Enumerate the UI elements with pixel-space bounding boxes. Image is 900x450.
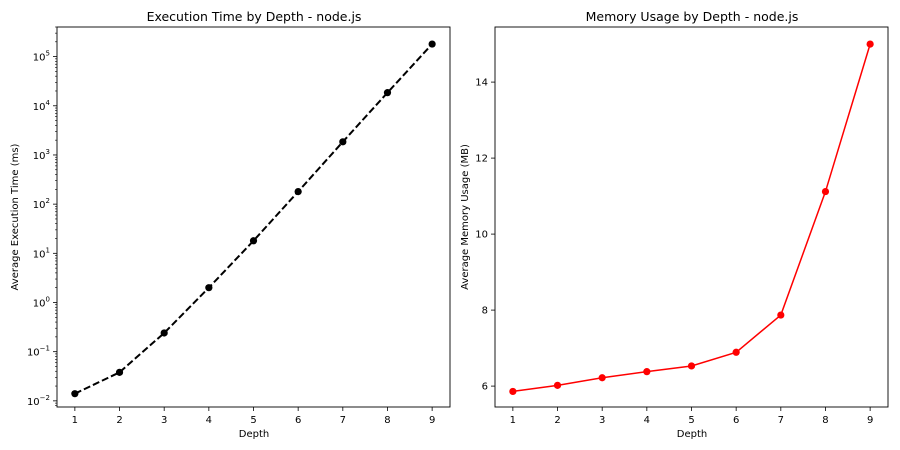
data-point bbox=[598, 374, 606, 382]
x-tick-label: 2 bbox=[116, 415, 122, 426]
y-tick-label: 105 bbox=[33, 50, 50, 64]
y-tick-label: 12 bbox=[475, 154, 488, 165]
data-point bbox=[115, 368, 124, 376]
data-point bbox=[205, 284, 213, 292]
data-point bbox=[732, 348, 740, 356]
plot-frame bbox=[56, 26, 451, 408]
x-tick-label: 7 bbox=[778, 415, 784, 426]
chart-title: Memory Usage by Depth - node.js bbox=[586, 9, 799, 24]
x-tick-label: 4 bbox=[206, 415, 212, 426]
execution-time-chart: Execution Time by Depth - node.js Depth … bbox=[10, 9, 451, 440]
data-point bbox=[383, 89, 392, 97]
x-tick-label: 6 bbox=[733, 415, 739, 426]
x-tick-label: 4 bbox=[644, 415, 650, 426]
x-tick-label: 3 bbox=[161, 415, 167, 426]
x-tick-label: 6 bbox=[295, 415, 301, 426]
data-point bbox=[509, 387, 517, 396]
series-line bbox=[512, 43, 871, 393]
y-tick-label: 100 bbox=[33, 295, 50, 309]
data-point bbox=[687, 362, 696, 370]
x-tick-label: 7 bbox=[340, 415, 346, 426]
plot-frame bbox=[494, 26, 889, 408]
x-axis-label: Depth bbox=[239, 429, 269, 440]
y-tick-label: 14 bbox=[475, 78, 488, 89]
data-point bbox=[866, 40, 874, 48]
data-point bbox=[553, 381, 562, 389]
y-tick-label: 101 bbox=[33, 246, 50, 260]
x-tick-label: 1 bbox=[510, 415, 516, 426]
chart-title: Execution Time by Depth - node.js bbox=[147, 9, 362, 24]
y-axis-label: Average Execution Time (ms) bbox=[10, 143, 21, 290]
series-line bbox=[74, 43, 433, 395]
y-tick-label: 6 bbox=[482, 382, 488, 393]
y-tick-label: 8 bbox=[482, 306, 488, 317]
series-layer bbox=[509, 40, 874, 396]
data-point bbox=[643, 368, 651, 376]
y-axis-label: Average Memory Usage (MB) bbox=[460, 144, 471, 290]
y-tick-label: 10 bbox=[475, 230, 488, 241]
y-tick-label: 10−2 bbox=[27, 394, 50, 408]
y-tick-label: 102 bbox=[33, 197, 50, 211]
x-tick-label: 8 bbox=[822, 415, 828, 426]
series-layer bbox=[71, 40, 436, 398]
memory-usage-chart: Memory Usage by Depth - node.js Depth Av… bbox=[460, 9, 889, 440]
x-tick-label: 9 bbox=[867, 415, 873, 426]
data-point bbox=[71, 390, 79, 398]
y-tick-label: 10−1 bbox=[27, 345, 50, 359]
y-tick-label: 104 bbox=[33, 99, 51, 113]
x-tick-label: 9 bbox=[429, 415, 435, 426]
data-point bbox=[294, 187, 302, 196]
x-tick-label: 5 bbox=[688, 415, 694, 426]
x-tick-label: 8 bbox=[384, 415, 390, 426]
data-point bbox=[249, 237, 258, 245]
data-point bbox=[160, 329, 168, 337]
x-tick-label: 1 bbox=[72, 415, 78, 426]
data-point bbox=[821, 187, 830, 196]
x-axis-label: Depth bbox=[677, 429, 707, 440]
data-point bbox=[428, 40, 436, 48]
x-tick-label: 3 bbox=[599, 415, 605, 426]
x-tick-label: 2 bbox=[554, 415, 560, 426]
data-point bbox=[339, 138, 347, 146]
x-tick-label: 5 bbox=[250, 415, 256, 426]
data-point bbox=[777, 311, 785, 319]
y-tick-label: 103 bbox=[33, 148, 50, 162]
tick-layer: 1 2 3 4 5 6 7 8 9 10−2 10−1 100 101 102 103 104 105 bbox=[27, 26, 435, 426]
